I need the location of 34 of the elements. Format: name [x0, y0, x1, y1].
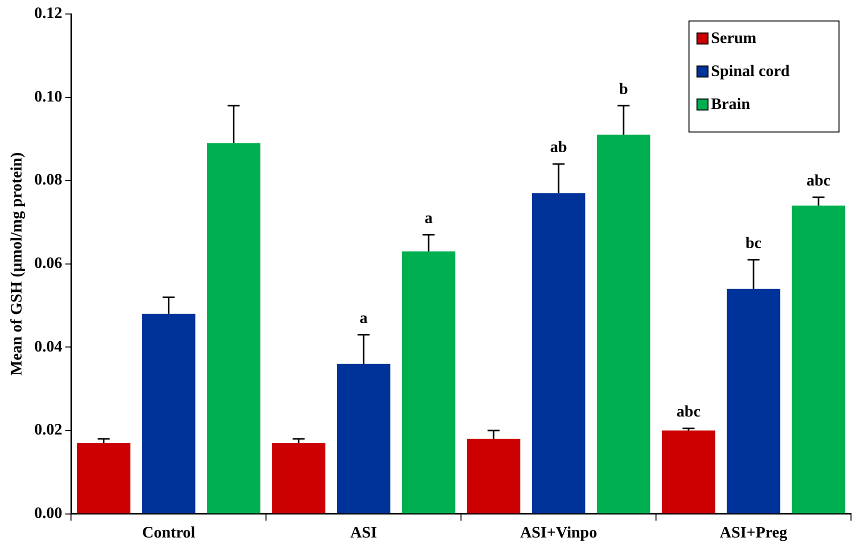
annotation: bc: [746, 234, 762, 252]
bar: [532, 193, 586, 514]
bar: [336, 364, 390, 514]
y-tick-label: 0.00: [34, 504, 62, 522]
annotation: abc: [676, 404, 701, 421]
x-tick-label: ASI+Vinpo: [520, 524, 598, 542]
y-tick-label: 0.12: [34, 5, 62, 22]
annotation: abc: [806, 172, 831, 190]
annotation: ab: [550, 139, 568, 156]
bar: [77, 442, 130, 514]
y-tick-label: 0.02: [34, 422, 62, 439]
bar: [466, 438, 520, 514]
x-tick-label: ASI+Preg: [720, 524, 788, 542]
legend-label: Spinal cord: [711, 63, 790, 80]
y-tick-label: 0.08: [34, 172, 62, 189]
bar: [402, 251, 456, 514]
x-tick-label: ASI: [350, 524, 377, 542]
bar: [142, 314, 196, 514]
annotation: b: [619, 80, 628, 98]
bar: [272, 442, 326, 514]
bar: [662, 430, 716, 514]
bar: [596, 134, 650, 514]
y-tick-label: 0.10: [34, 88, 62, 106]
annotation: a: [360, 310, 368, 327]
bar: [792, 206, 846, 514]
x-tick-label: Control: [142, 524, 196, 542]
bar: [726, 288, 780, 514]
bar: [207, 143, 260, 514]
legend-label: Serum: [711, 30, 757, 48]
annotation: a: [424, 210, 433, 227]
y-axis-title: Mean of GSH (µmol/mg protein): [8, 152, 26, 376]
y-tick-label: 0.04: [34, 338, 62, 356]
y-tick-label: 0.06: [34, 255, 62, 272]
legend-label: Brain: [711, 96, 750, 114]
